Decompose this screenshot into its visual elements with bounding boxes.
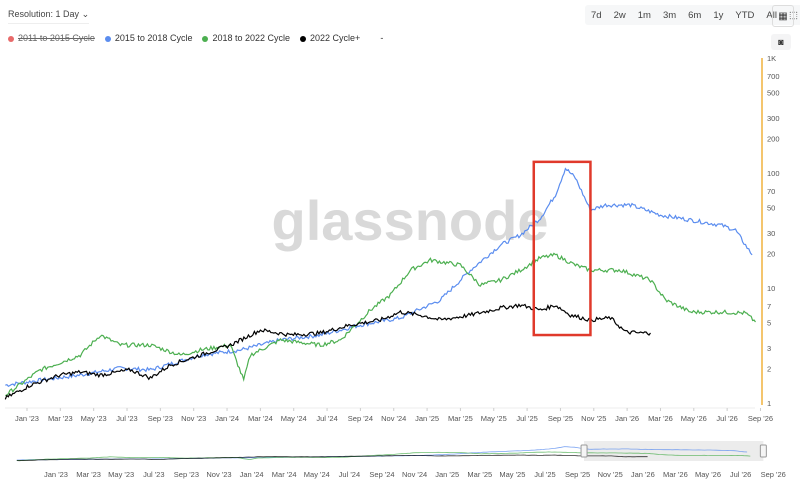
range-ytd[interactable]: YTD xyxy=(735,9,755,21)
navigator-tick-label: Mar '25 xyxy=(467,470,492,479)
range-all[interactable]: All xyxy=(766,9,777,21)
x-tick-label: May '24 xyxy=(281,414,307,423)
y-tick-label: 3 xyxy=(767,344,771,353)
x-tick-label: Nov '25 xyxy=(581,414,606,423)
legend-dot xyxy=(300,35,307,42)
navigator-tick-label: May '24 xyxy=(304,470,330,479)
legend-item-2018-2022[interactable]: 2018 to 2022 Cycle xyxy=(202,33,290,43)
legend-label: 2011 to 2015 Cycle xyxy=(18,33,95,43)
navigator-handle[interactable] xyxy=(580,444,588,458)
calendar-icon[interactable]: ▦ xyxy=(772,5,794,27)
legend-label: 2018 to 2022 Cycle xyxy=(212,33,291,43)
x-tick-label: Jan '24 xyxy=(215,414,239,423)
series-line-2018-to-2022-cycle xyxy=(5,252,756,397)
range-2w[interactable]: 2w xyxy=(613,9,626,21)
navigator-tick-label: Sep '26 xyxy=(761,470,786,479)
navigator-tick-label: May '23 xyxy=(108,470,134,479)
y-tick-label: 500 xyxy=(767,89,780,98)
navigator-tick-label: Jul '24 xyxy=(339,470,360,479)
x-tick-label: May '23 xyxy=(81,414,107,423)
navigator-tick-label: Jul '26 xyxy=(730,470,751,479)
x-tick-label: Mar '24 xyxy=(248,414,273,423)
navigator-tick-label: Mar '23 xyxy=(76,470,101,479)
navigator-tick-label: Jan '24 xyxy=(240,470,264,479)
camera-icon[interactable]: ◙ xyxy=(771,34,791,50)
x-tick-label: Nov '23 xyxy=(181,414,206,423)
x-tick-label: Jan '26 xyxy=(615,414,639,423)
range-1y[interactable]: 1y xyxy=(713,9,724,21)
navigator-tick-label: Jan '23 xyxy=(44,470,68,479)
navigator-tick-label: Sep '25 xyxy=(565,470,590,479)
y-tick-label: 1 xyxy=(767,399,771,408)
x-tick-label: Mar '25 xyxy=(448,414,473,423)
resolution-label: Resolution: 1 Day xyxy=(8,9,80,19)
x-tick-label: Nov '24 xyxy=(381,414,406,423)
series-line-2022-cycle- xyxy=(4,303,651,400)
legend-item-2011-2015[interactable]: 2011 to 2015 Cycle xyxy=(8,33,95,43)
x-tick-label: Jul '23 xyxy=(116,414,137,423)
x-tick-label: Jul '25 xyxy=(516,414,537,423)
navigator-tick-label: Jan '26 xyxy=(631,470,655,479)
navigator-tick-label: Nov '23 xyxy=(206,470,231,479)
navigator-selection xyxy=(584,441,764,461)
x-tick-label: Jul '26 xyxy=(716,414,737,423)
legend-label: 2022 Cycle+ xyxy=(310,33,361,43)
navigator-tick-label: Mar '26 xyxy=(663,470,688,479)
y-tick-label: 100 xyxy=(767,169,780,178)
navigator-tick-label: May '25 xyxy=(499,470,525,479)
y-tick-label: 50 xyxy=(767,204,775,213)
legend-dot xyxy=(202,35,209,42)
navigator-tick-label: Jan '25 xyxy=(435,470,459,479)
navigator-tick-label: Jul '23 xyxy=(143,470,164,479)
x-tick-label: May '26 xyxy=(681,414,707,423)
navigator-tick-label: Jul '25 xyxy=(534,470,555,479)
watermark: glassnode xyxy=(272,189,549,252)
resolution-dropdown[interactable]: Resolution: 1 Day ⌄ xyxy=(8,9,90,24)
x-tick-label: Sep '26 xyxy=(748,414,773,423)
highlight-box xyxy=(532,160,592,337)
x-tick-label: Jul '24 xyxy=(316,414,337,423)
y-tick-label: 20 xyxy=(767,249,775,258)
legend-extra: - xyxy=(380,33,384,43)
x-tick-label: Sep '25 xyxy=(548,414,573,423)
x-tick-label: Mar '26 xyxy=(648,414,673,423)
legend-item-2015-2018[interactable]: 2015 to 2018 Cycle xyxy=(104,33,193,43)
y-tick-label: 300 xyxy=(767,114,780,123)
navigator-tick-label: Nov '24 xyxy=(402,470,427,479)
x-tick-label: Mar '23 xyxy=(48,414,73,423)
navigator-tick-label: Nov '25 xyxy=(598,470,623,479)
y-tick-label: 30 xyxy=(767,229,775,238)
x-tick-label: Jan '25 xyxy=(415,414,439,423)
y-tick-label: 7 xyxy=(767,302,771,311)
navigator-series xyxy=(16,454,648,462)
chevron-down-icon: ⌄ xyxy=(81,9,90,19)
navigator-handle[interactable] xyxy=(759,444,767,458)
navigator-series xyxy=(16,451,751,461)
navigator-tick-label: Sep '24 xyxy=(369,470,394,479)
range-6m[interactable]: 6m xyxy=(688,9,702,21)
legend-dot xyxy=(8,35,14,42)
y-tick-label: 200 xyxy=(767,134,780,143)
legend-item-2022[interactable]: 2022 Cycle+ xyxy=(300,33,360,43)
y-tick-label: 5 xyxy=(767,319,771,328)
x-tick-label: Sep '23 xyxy=(148,414,173,423)
navigator-tick-label: May '26 xyxy=(695,470,721,479)
y-tick-label: 700 xyxy=(767,72,780,81)
y-tick-label: 1K xyxy=(767,54,776,63)
y-tick-label: 70 xyxy=(767,187,775,196)
navigator-tick-label: Sep '23 xyxy=(174,470,199,479)
y-tick-label: 10 xyxy=(767,284,775,293)
range-7d[interactable]: 7d xyxy=(591,9,602,21)
legend-dot xyxy=(104,35,111,42)
legend: 2011 to 2015 Cycle 2015 to 2018 Cycle 20… xyxy=(8,33,383,43)
x-tick-label: Jan '23 xyxy=(15,414,39,423)
x-tick-label: May '25 xyxy=(481,414,507,423)
x-tick-label: Sep '24 xyxy=(348,414,373,423)
legend-label: 2015 to 2018 Cycle xyxy=(114,33,193,43)
navigator-tick-label: Mar '24 xyxy=(272,470,297,479)
range-3m[interactable]: 3m xyxy=(662,9,677,21)
range-1m[interactable]: 1m xyxy=(637,9,651,21)
y-tick-label: 2 xyxy=(767,364,771,373)
